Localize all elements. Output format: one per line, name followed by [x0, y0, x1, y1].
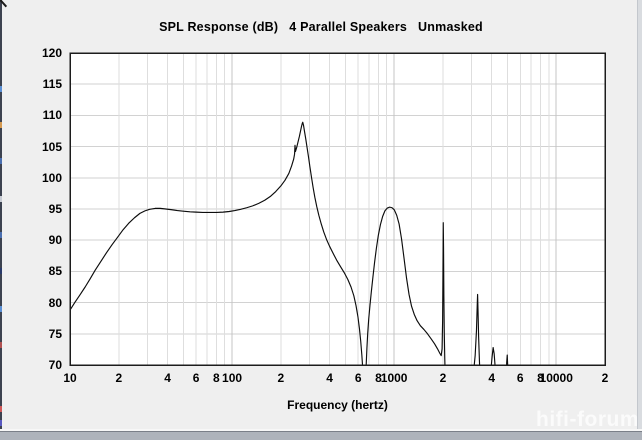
x-tick-label: 1000 [380, 371, 408, 385]
y-tick-label: 80 [48, 295, 62, 310]
x-tick-label: 8 [375, 371, 382, 385]
screen-edge-speck [0, 232, 2, 238]
y-tick-label: 120 [41, 46, 62, 60]
x-tick-label: 100 [222, 371, 243, 385]
y-tick-label: 90 [48, 233, 62, 248]
y-tick-label: 115 [42, 77, 62, 92]
screen-edge-speck [0, 196, 2, 202]
x-tick-label: 2 [277, 371, 285, 385]
screen-edge-artifact-left [0, 0, 2, 432]
watermark: hifi-forum [536, 408, 639, 431]
x-tick-label: 2 [115, 371, 123, 385]
x-tick-label: 6 [192, 371, 200, 385]
screen-edge-speck [0, 158, 2, 164]
chart-title: SPL Response (dB) 4 Parallel Speakers Un… [159, 20, 483, 34]
y-tick-label: 75 [48, 326, 62, 341]
screen-edge-speck [0, 406, 2, 412]
x-tick-label: 2 [601, 371, 609, 385]
screen-edge-speck [0, 306, 2, 312]
x-tick-label: 2 [439, 371, 447, 385]
x-tick-label: 6 [354, 371, 362, 385]
x-tick-label: 8 [213, 371, 220, 385]
screen-edge-speck [0, 342, 2, 348]
window-bottom-edge [0, 431, 642, 440]
screen-edge-speck [0, 86, 2, 92]
y-tick-label: 100 [41, 170, 62, 185]
y-tick-label: 70 [48, 358, 62, 372]
screen-edge-speck [0, 122, 2, 128]
y-tick-label: 95 [48, 202, 62, 216]
x-tick-label: 6 [516, 371, 524, 385]
screen-edge-speck [0, 420, 2, 426]
x-tick-label: 10000 [539, 371, 573, 385]
y-tick-label: 110 [42, 108, 62, 123]
y-tick-label: 85 [48, 264, 62, 279]
x-tick-label: 4 [164, 371, 171, 385]
x-tick-label: 10 [63, 371, 77, 385]
spl-curve [70, 121, 509, 365]
x-tick-label: 4 [326, 371, 333, 385]
screen-edge-artifact-right [637, 0, 642, 432]
screen-edge-speck [0, 268, 2, 274]
x-tick-label: 8 [537, 371, 544, 385]
x-tick-label: 4 [488, 371, 496, 385]
x-axis-title: Frequency (hertz) [287, 398, 388, 412]
y-tick-label: 105 [41, 139, 62, 154]
